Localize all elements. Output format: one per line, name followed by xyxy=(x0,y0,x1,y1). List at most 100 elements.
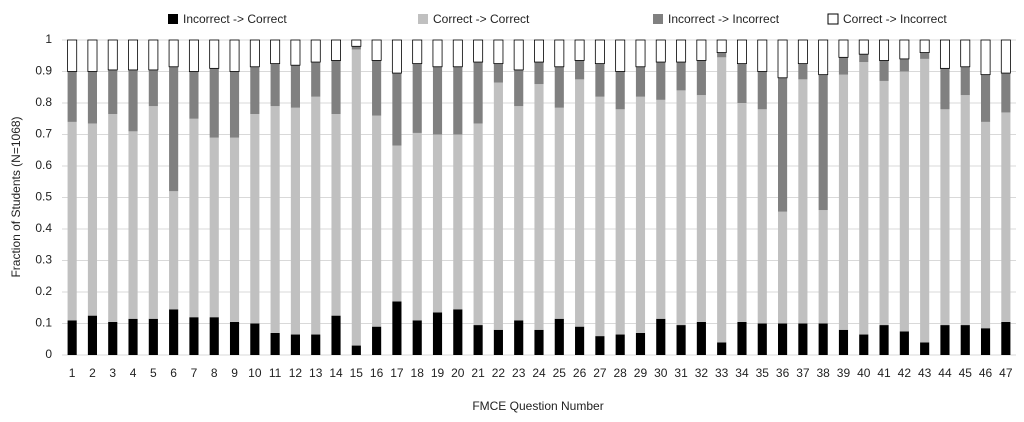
bar-segment xyxy=(737,39,747,65)
bar-segment xyxy=(311,334,321,355)
bar-segment xyxy=(209,317,219,355)
bar-segment xyxy=(940,68,950,110)
x-tick-label: 2 xyxy=(89,366,96,380)
x-tick-label: 38 xyxy=(816,366,830,380)
x-tick-label: 25 xyxy=(553,366,567,380)
bar-segment xyxy=(188,39,199,72)
bar-segment xyxy=(615,334,625,355)
bar-segment xyxy=(920,342,930,355)
bar-segment xyxy=(432,134,443,313)
legend-label: Incorrect -> Incorrect xyxy=(668,12,780,26)
bar-segment xyxy=(534,329,544,355)
x-tick-label: 19 xyxy=(431,366,445,380)
bar-segment xyxy=(372,60,382,116)
bar-segment xyxy=(351,39,362,47)
bar-segment xyxy=(757,109,767,324)
x-tick-label: 33 xyxy=(715,366,729,380)
bar-segment xyxy=(575,79,585,327)
x-tick-label: 37 xyxy=(796,366,810,380)
bar-segment xyxy=(554,318,564,355)
x-tick-label: 43 xyxy=(918,366,932,380)
bar-segment xyxy=(189,118,199,318)
y-tick-label: 0.6 xyxy=(35,158,52,172)
bar-segment xyxy=(757,39,768,72)
bar-segment xyxy=(615,39,626,72)
bar-segment xyxy=(148,106,158,319)
bar-segment xyxy=(412,39,423,65)
bar-segment xyxy=(290,39,301,66)
bar-segment xyxy=(493,82,503,330)
bar-segment xyxy=(250,66,260,115)
bar-segment xyxy=(169,66,179,192)
bar-segment xyxy=(108,321,118,355)
bar-segment xyxy=(818,39,829,76)
bar-segment xyxy=(920,52,930,59)
x-tick-label: 11 xyxy=(269,366,282,380)
x-tick-label: 42 xyxy=(898,366,912,380)
bar-segment xyxy=(1001,112,1011,322)
x-tick-label: 9 xyxy=(231,366,238,380)
bar-segment xyxy=(270,63,280,107)
bar-segment xyxy=(818,323,828,355)
x-tick-label: 22 xyxy=(492,366,506,380)
bar-segment xyxy=(797,39,808,65)
y-axis-title: Fraction of Students (N=1068) xyxy=(9,116,23,277)
bar-segment xyxy=(960,39,971,68)
bar-segment xyxy=(676,325,686,355)
bar-segment xyxy=(656,318,666,355)
bar-segment xyxy=(778,77,788,212)
bar-segment xyxy=(858,39,869,55)
bar-segment xyxy=(128,131,138,319)
bar-segment xyxy=(838,39,849,58)
bar-segment xyxy=(372,115,382,327)
bar-segment xyxy=(1001,73,1011,113)
bar-segment xyxy=(1000,39,1011,74)
bar-segment xyxy=(960,66,970,96)
x-tick-label: 36 xyxy=(776,366,790,380)
bar-segment xyxy=(514,106,524,321)
bar-segment xyxy=(920,58,930,343)
bar-segment xyxy=(859,334,869,355)
legend-label: Correct -> Incorrect xyxy=(843,12,947,26)
y-tick-label: 0.2 xyxy=(35,284,52,298)
bar-segment xyxy=(351,49,361,346)
bar-segment xyxy=(391,39,402,74)
bar-segment xyxy=(351,345,361,355)
bar-segment xyxy=(716,39,727,53)
x-tick-label: 10 xyxy=(248,366,262,380)
bar-segment xyxy=(371,39,382,61)
x-tick-label: 40 xyxy=(857,366,871,380)
x-tick-label: 44 xyxy=(938,366,952,380)
y-tick-label: 0.9 xyxy=(35,64,52,78)
x-tick-label: 17 xyxy=(390,366,404,380)
bar-segment xyxy=(87,123,98,316)
bar-segment xyxy=(128,318,138,355)
bar-segment xyxy=(189,317,199,355)
bar-segment xyxy=(655,39,666,63)
bar-segment xyxy=(899,71,909,332)
bar-segment xyxy=(453,66,463,135)
bar-segment xyxy=(554,107,564,319)
x-tick-label: 16 xyxy=(370,366,384,380)
bar-segment xyxy=(290,334,300,355)
bar-segment xyxy=(879,80,889,326)
x-tick-label: 3 xyxy=(109,366,116,380)
bar-segment xyxy=(87,71,98,124)
bar-segment xyxy=(392,301,402,355)
bar-segment xyxy=(534,84,544,330)
bar-segment xyxy=(67,71,77,122)
bar-segment xyxy=(777,39,788,79)
bar-segment xyxy=(717,52,727,58)
bar-segment xyxy=(108,114,118,322)
bar-segment xyxy=(980,74,991,122)
bar-segment xyxy=(453,134,463,310)
bar-segment xyxy=(534,62,544,85)
bar-segment xyxy=(432,312,443,355)
bar-segment xyxy=(310,39,321,63)
bar-segment xyxy=(148,69,158,107)
legend-swatch xyxy=(418,14,428,24)
x-tick-label: 21 xyxy=(471,366,485,380)
bar-segment xyxy=(595,96,605,337)
bar-segment xyxy=(169,191,179,310)
bar-segment xyxy=(696,321,706,355)
